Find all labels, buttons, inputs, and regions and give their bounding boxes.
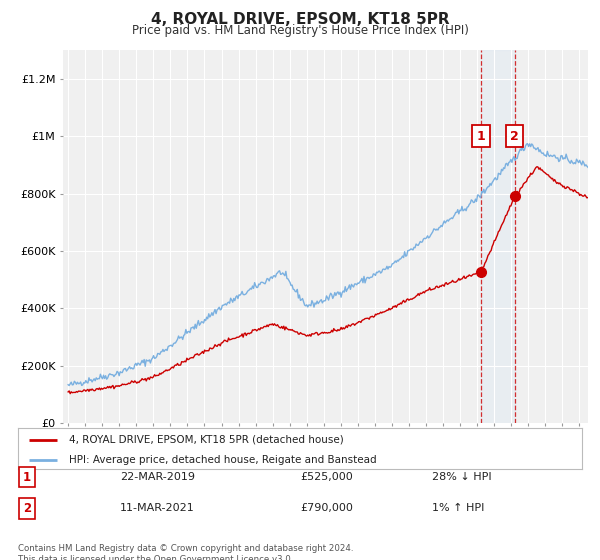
Text: Price paid vs. HM Land Registry's House Price Index (HPI): Price paid vs. HM Land Registry's House … [131, 24, 469, 36]
Text: £525,000: £525,000 [300, 472, 353, 482]
Text: HPI: Average price, detached house, Reigate and Banstead: HPI: Average price, detached house, Reig… [69, 455, 376, 465]
Text: 28% ↓ HPI: 28% ↓ HPI [432, 472, 491, 482]
Bar [481, 50, 515, 423]
Text: £790,000: £790,000 [300, 503, 353, 514]
Text: 4, ROYAL DRIVE, EPSOM, KT18 5PR (detached house): 4, ROYAL DRIVE, EPSOM, KT18 5PR (detache… [69, 435, 344, 445]
Text: 1% ↑ HPI: 1% ↑ HPI [432, 503, 484, 514]
Text: 2: 2 [510, 130, 519, 143]
Text: 2: 2 [23, 502, 31, 515]
Text: 1: 1 [23, 470, 31, 484]
Text: 1: 1 [476, 130, 485, 143]
Text: Contains HM Land Registry data © Crown copyright and database right 2024.
This d: Contains HM Land Registry data © Crown c… [18, 544, 353, 560]
Text: 22-MAR-2019: 22-MAR-2019 [120, 472, 195, 482]
Text: 11-MAR-2021: 11-MAR-2021 [120, 503, 195, 514]
Text: 4, ROYAL DRIVE, EPSOM, KT18 5PR: 4, ROYAL DRIVE, EPSOM, KT18 5PR [151, 12, 449, 27]
